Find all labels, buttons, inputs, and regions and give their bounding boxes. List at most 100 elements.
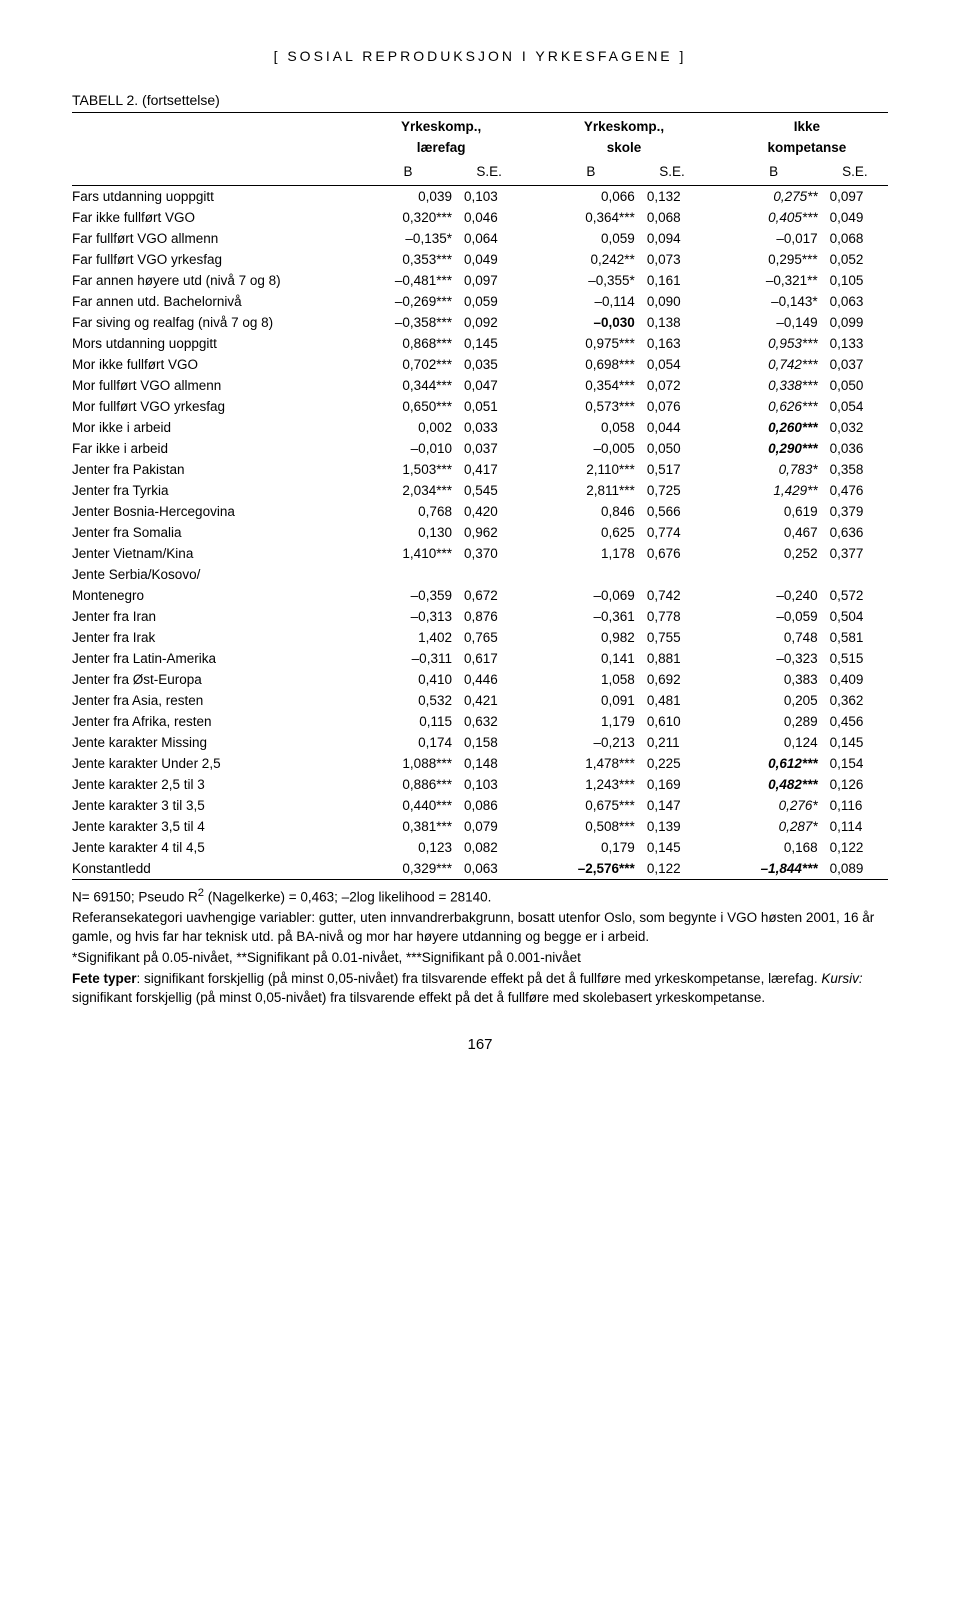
cell: 0,338*** bbox=[726, 375, 822, 396]
cell: 0,103 bbox=[456, 186, 522, 208]
cell: 0,275** bbox=[726, 186, 822, 208]
cell: 0,702*** bbox=[360, 354, 456, 375]
cell: 0,290*** bbox=[726, 438, 822, 459]
cell: –0,269*** bbox=[360, 291, 456, 312]
cell: 0,174 bbox=[360, 732, 456, 753]
cell: 0,115 bbox=[360, 711, 456, 732]
cell: 0,405*** bbox=[726, 207, 822, 228]
row-label: Jenter fra Latin-Amerika bbox=[72, 648, 360, 669]
row-label: Far fullført VGO yrkesfag bbox=[72, 249, 360, 270]
cell: 0,410 bbox=[360, 669, 456, 690]
cell: 0,467 bbox=[726, 522, 822, 543]
table-row: Far fullført VGO allmenn–0,135*0,0640,05… bbox=[72, 228, 888, 249]
cell: 0,289 bbox=[726, 711, 822, 732]
cell: 0,364*** bbox=[543, 207, 639, 228]
table-row: Jente karakter 4 til 4,50,1230,0820,1790… bbox=[72, 837, 888, 858]
cell: 0,625 bbox=[543, 522, 639, 543]
row-label: Jente Serbia/Kosovo/ bbox=[72, 564, 360, 585]
cell: 2,110*** bbox=[543, 459, 639, 480]
cell: 0,068 bbox=[639, 207, 705, 228]
row-label: Far fullført VGO allmenn bbox=[72, 228, 360, 249]
cell: 0,049 bbox=[456, 249, 522, 270]
cell: 0,039 bbox=[360, 186, 456, 208]
row-label: Jenter fra Asia, resten bbox=[72, 690, 360, 711]
cell: 0,725 bbox=[639, 480, 705, 501]
cell: 0,476 bbox=[822, 480, 888, 501]
cell: 0,617 bbox=[456, 648, 522, 669]
cell: 0,063 bbox=[822, 291, 888, 312]
cell: 0,225 bbox=[639, 753, 705, 774]
cell: 0,148 bbox=[456, 753, 522, 774]
cell: 0,420 bbox=[456, 501, 522, 522]
cell: 0,122 bbox=[822, 837, 888, 858]
row-label: Jenter fra Tyrkia bbox=[72, 480, 360, 501]
cell: –0,358*** bbox=[360, 312, 456, 333]
cell: –2,576*** bbox=[543, 858, 639, 880]
cell: 1,088*** bbox=[360, 753, 456, 774]
regression-table: Yrkeskomp., Yrkeskomp., Ikke lærefag sko… bbox=[72, 112, 888, 880]
cell: 0,692 bbox=[639, 669, 705, 690]
cell: –1,844*** bbox=[726, 858, 822, 880]
cell: 0,092 bbox=[456, 312, 522, 333]
cell: 0,748 bbox=[726, 627, 822, 648]
cell: –0,213 bbox=[543, 732, 639, 753]
cell: 0,619 bbox=[726, 501, 822, 522]
cell: 0,755 bbox=[639, 627, 705, 648]
table-row: Mor ikke i arbeid0,0020,0330,0580,0440,2… bbox=[72, 417, 888, 438]
cell: 0,260*** bbox=[726, 417, 822, 438]
cell: 0,179 bbox=[543, 837, 639, 858]
cell: 0,169 bbox=[639, 774, 705, 795]
cell: 0,320*** bbox=[360, 207, 456, 228]
cell: 0,037 bbox=[822, 354, 888, 375]
cell: 0,091 bbox=[543, 690, 639, 711]
cell: 0,881 bbox=[639, 648, 705, 669]
cell: 0,508*** bbox=[543, 816, 639, 837]
table-row: Jente karakter 2,5 til 30,886***0,1031,2… bbox=[72, 774, 888, 795]
row-label: Jente karakter 3,5 til 4 bbox=[72, 816, 360, 837]
cell: 0,379 bbox=[822, 501, 888, 522]
note-n: N= 69150; Pseudo R2 (Nagelkerke) = 0,463… bbox=[72, 886, 888, 907]
table-row: Jenter fra Afrika, resten0,1150,6321,179… bbox=[72, 711, 888, 732]
cell: 0,036 bbox=[822, 438, 888, 459]
table-row: Jenter fra Øst-Europa0,4100,4461,0580,69… bbox=[72, 669, 888, 690]
cell: 0,676 bbox=[639, 543, 705, 564]
cell: 0,079 bbox=[456, 816, 522, 837]
cell: 0,962 bbox=[456, 522, 522, 543]
cell: –0,010 bbox=[360, 438, 456, 459]
cell: 0,742 bbox=[639, 585, 705, 606]
row-label: Jenter fra Irak bbox=[72, 627, 360, 648]
table-row: Jente karakter Under 2,51,088***0,1481,4… bbox=[72, 753, 888, 774]
cell: 0,154 bbox=[822, 753, 888, 774]
table-row: Konstantledd0,329***0,063–2,576***0,122–… bbox=[72, 858, 888, 880]
cell: 0,517 bbox=[639, 459, 705, 480]
col-se3: S.E. bbox=[822, 161, 888, 186]
row-label: Montenegro bbox=[72, 585, 360, 606]
cell: 0,163 bbox=[639, 333, 705, 354]
cell: 0,886*** bbox=[360, 774, 456, 795]
cell: 0,482*** bbox=[726, 774, 822, 795]
cell: 0,089 bbox=[822, 858, 888, 880]
running-head: [ SOSIAL REPRODUKSJON I YRKESFAGENE ] bbox=[72, 48, 888, 64]
cell: 0,446 bbox=[456, 669, 522, 690]
cell: –0,069 bbox=[543, 585, 639, 606]
table-row: Jente karakter Missing0,1740,158–0,2130,… bbox=[72, 732, 888, 753]
cell: 0,147 bbox=[639, 795, 705, 816]
cell: 0,353*** bbox=[360, 249, 456, 270]
row-label: Mor fullført VGO yrkesfag bbox=[72, 396, 360, 417]
cell: 1,478*** bbox=[543, 753, 639, 774]
cell: –0,143* bbox=[726, 291, 822, 312]
cell: 1,503*** bbox=[360, 459, 456, 480]
cell: 0,383 bbox=[726, 669, 822, 690]
cell: 0,072 bbox=[639, 375, 705, 396]
cell: 2,811*** bbox=[543, 480, 639, 501]
row-label: Mor ikke i arbeid bbox=[72, 417, 360, 438]
cell: 0,481 bbox=[639, 690, 705, 711]
cell: 0,161 bbox=[639, 270, 705, 291]
row-label: Far siving og realfag (nivå 7 og 8) bbox=[72, 312, 360, 333]
cell: 0,122 bbox=[639, 858, 705, 880]
cell: 0,783* bbox=[726, 459, 822, 480]
cell: 1,058 bbox=[543, 669, 639, 690]
cell: 0,358 bbox=[822, 459, 888, 480]
row-label: Fars utdanning uoppgitt bbox=[72, 186, 360, 208]
cell: 0,211 bbox=[639, 732, 705, 753]
